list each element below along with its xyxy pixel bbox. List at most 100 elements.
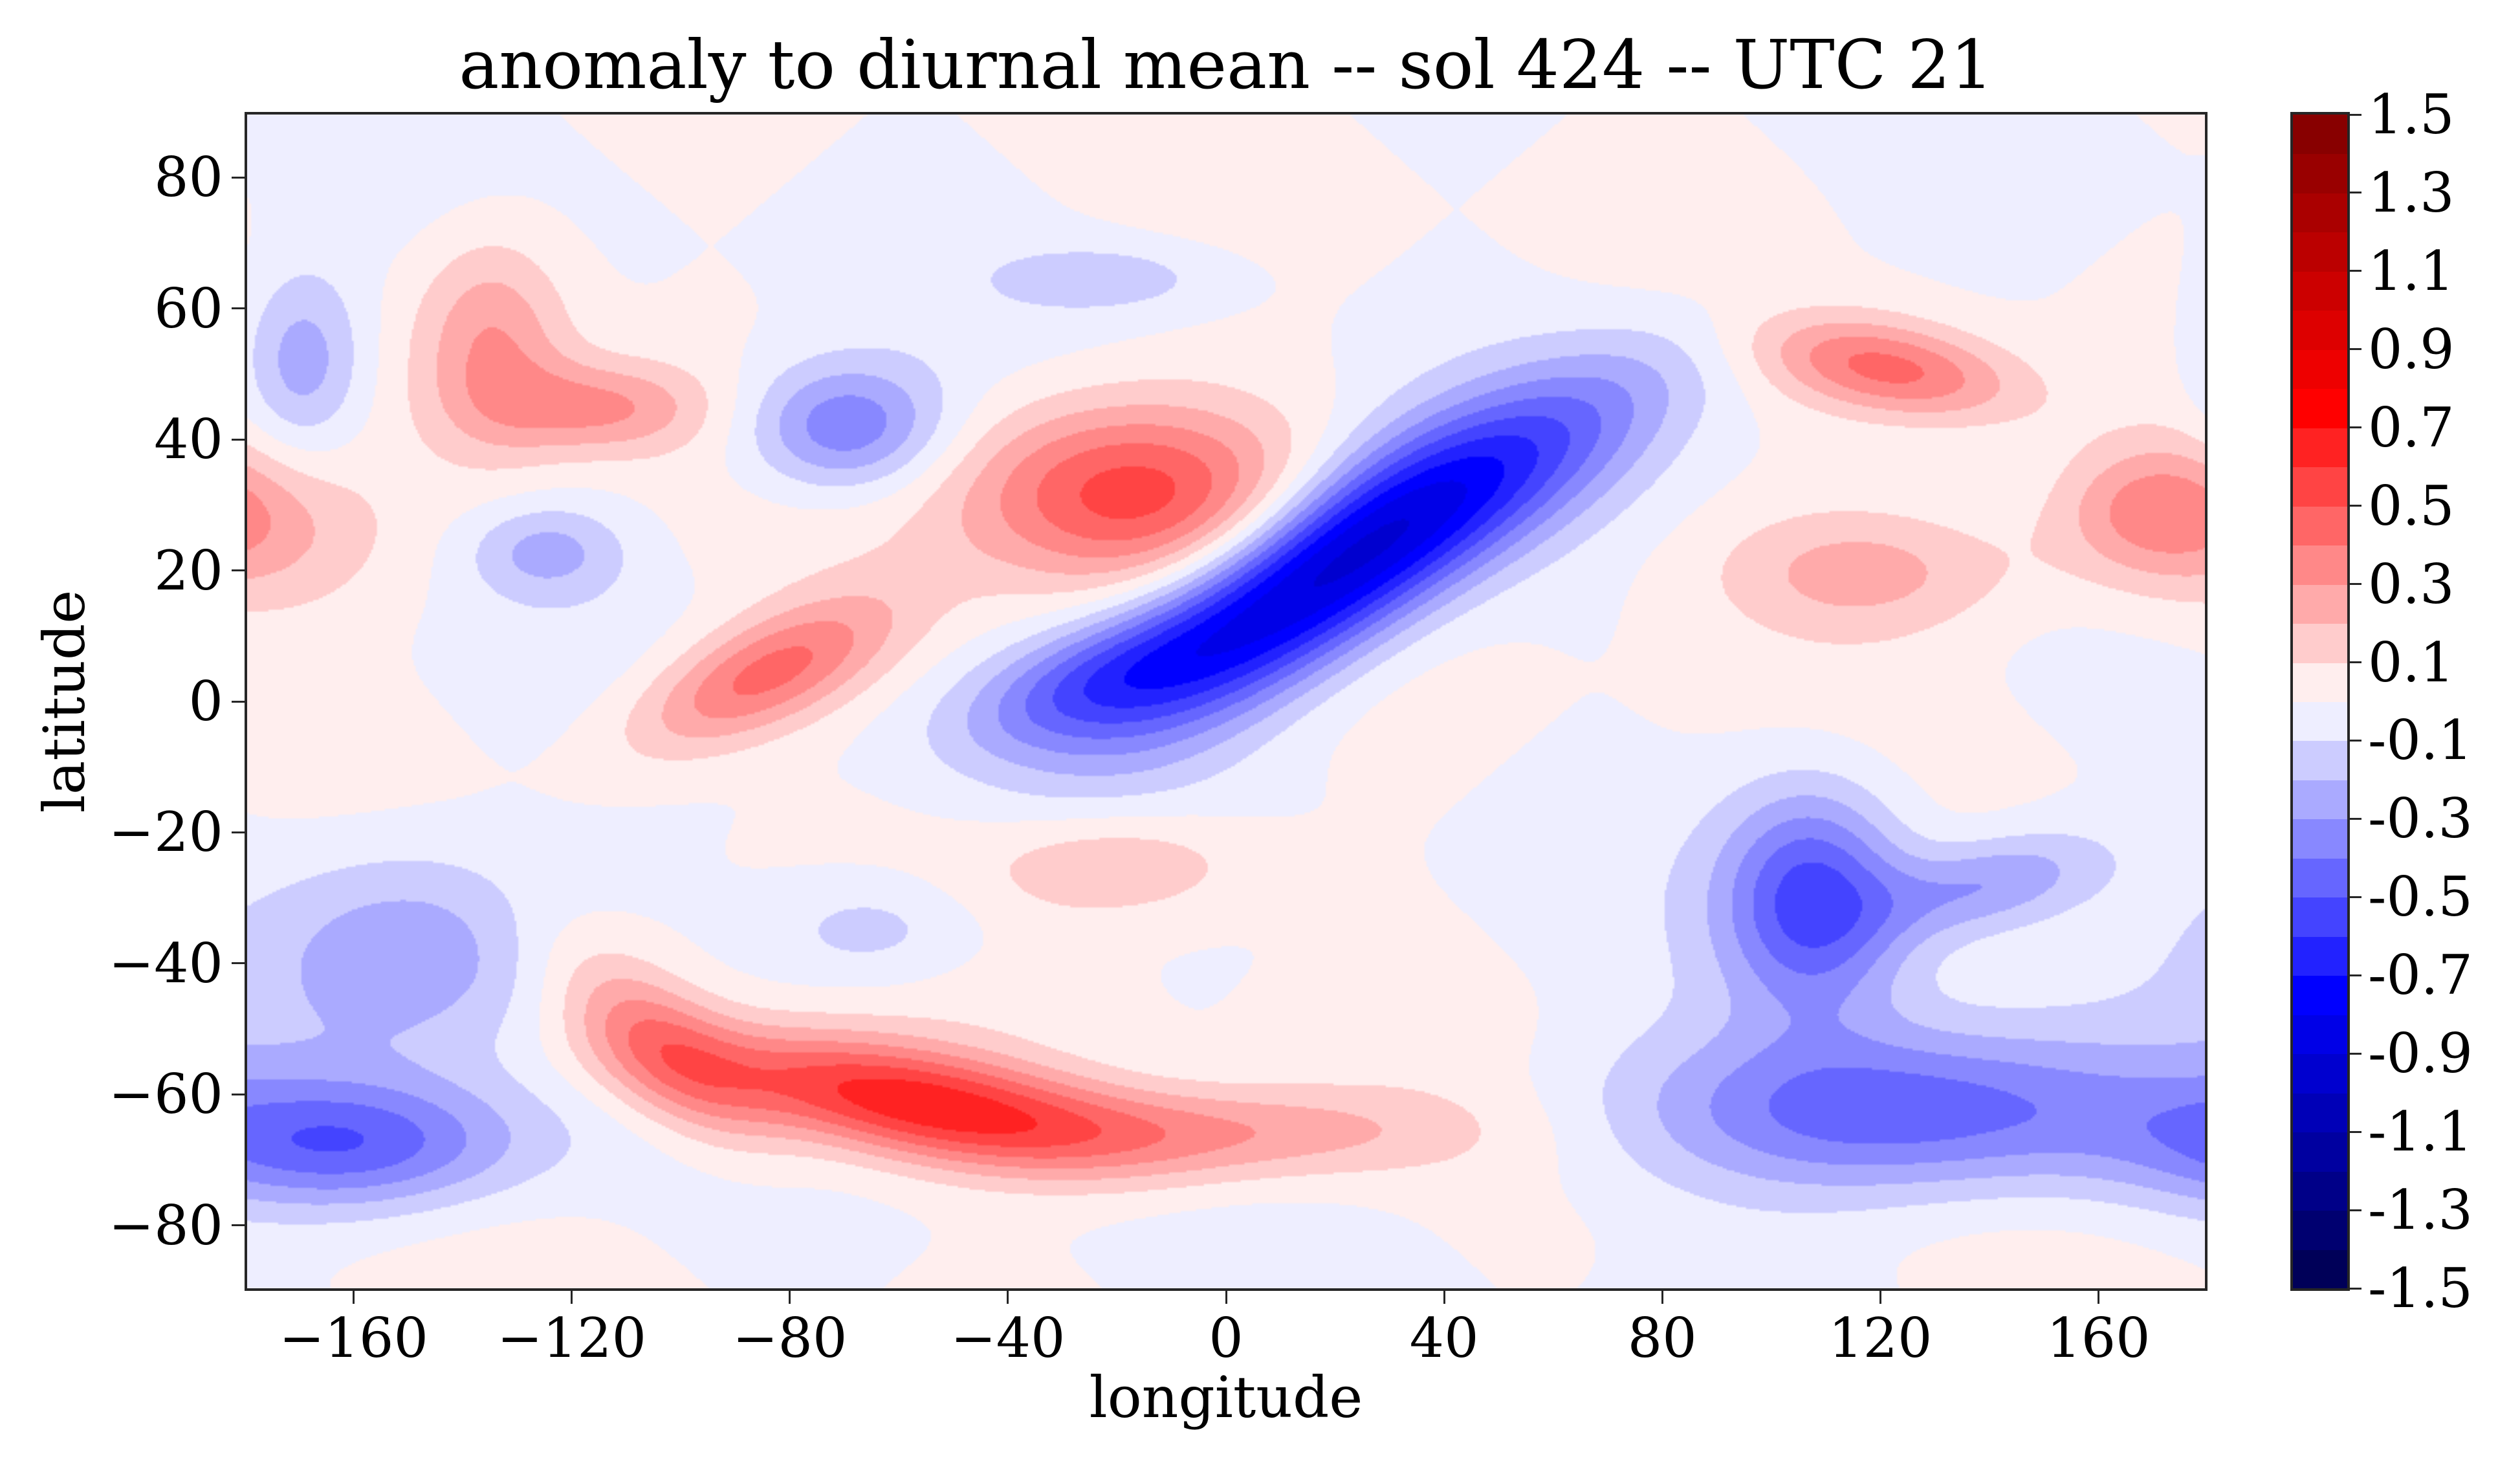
y-axis-label: latitude [31,589,98,813]
colorbar-tick-mark [2350,426,2361,429]
colorbar-band [2293,545,2347,585]
colorbar-band [2293,975,2347,1015]
colorbar-band [2293,1014,2347,1055]
colorbar-band [2293,701,2347,742]
colorbar-band [2293,1092,2347,1133]
colorbar-tick-mark [2350,896,2361,898]
x-tick-label: −160 [279,1306,428,1370]
x-tick-mark [1443,1291,1445,1304]
y-tick-label: 20 [154,538,223,602]
colorbar-tick-label: 1.3 [2368,160,2455,225]
colorbar-band [2293,467,2347,507]
colorbar-band [2293,779,2347,820]
colorbar-tick-mark [2350,1052,2361,1055]
y-tick-mark [232,569,245,572]
y-tick-label: 60 [154,276,223,340]
colorbar-band [2293,270,2347,311]
colorbar-band [2293,153,2347,193]
x-tick-mark [2097,1291,2099,1304]
colorbar-tick-mark [2350,583,2361,586]
x-tick-mark [1661,1291,1663,1304]
x-tick-mark [1007,1291,1009,1304]
colorbar-band [2293,388,2347,428]
colorbar-band [2293,1171,2347,1211]
y-tick-mark [232,307,245,310]
colorbar-band [2293,505,2347,546]
colorbar-tick-label: -0.7 [2368,943,2473,1007]
colorbar-tick-mark [2350,661,2361,664]
y-tick-label: −60 [108,1062,223,1127]
y-tick-label: 80 [154,146,223,210]
colorbar-band [2293,897,2347,937]
colorbar-tick-mark [2350,1287,2361,1290]
x-tick-mark [1879,1291,1881,1304]
colorbar-tick-label: -0.5 [2368,865,2473,929]
colorbar-tick-label: -1.5 [2368,1257,2473,1320]
colorbar-tick-label: 0.1 [2368,630,2455,694]
y-tick-label: 40 [154,408,223,472]
x-tick-mark [789,1291,791,1304]
x-tick-mark [1225,1291,1227,1304]
x-tick-label: 120 [1828,1306,1933,1370]
y-tick-mark [232,700,245,703]
contour-field [247,115,2205,1288]
colorbar-band [2293,192,2347,233]
x-tick-mark [353,1291,355,1304]
colorbar-tick-mark [2350,1130,2361,1133]
y-tick-mark [232,831,245,833]
colorbar-tick-label: -0.3 [2368,787,2473,851]
colorbar-band [2293,115,2347,155]
x-tick-label: 40 [1409,1306,1479,1370]
colorbar-tick-mark [2350,270,2361,272]
colorbar-band [2293,623,2347,663]
y-tick-mark [232,1224,245,1227]
y-tick-label: −40 [108,931,223,995]
x-tick-mark [571,1291,573,1304]
colorbar-band [2293,857,2347,898]
colorbar-band [2293,662,2347,702]
y-tick-mark [232,176,245,179]
colorbar-tick-label: 0.3 [2368,552,2455,616]
colorbar-band [2293,584,2347,624]
colorbar-tick-label: -1.1 [2368,1100,2473,1164]
colorbar-tick-mark [2350,505,2361,507]
x-tick-label: −120 [497,1306,647,1370]
colorbar-band [2293,1053,2347,1094]
colorbar-band [2293,427,2347,468]
colorbar-tick-label: 1.1 [2368,239,2455,303]
colorbar-tick-mark [2350,348,2361,351]
colorbar-tick-mark [2350,192,2361,194]
colorbar-tick-label: -0.9 [2368,1022,2473,1086]
x-tick-label: −80 [732,1306,848,1370]
colorbar-tick-label: -1.3 [2368,1178,2473,1242]
colorbar-tick-mark [2350,739,2361,742]
y-tick-label: −20 [108,800,223,864]
y-tick-mark [232,1093,245,1095]
x-tick-label: 80 [1627,1306,1697,1370]
colorbar [2290,112,2350,1291]
colorbar-band [2293,1132,2347,1172]
y-tick-label: 0 [188,670,223,733]
colorbar-band [2293,232,2347,272]
colorbar-band [2293,310,2347,350]
colorbar-tick-label: -0.1 [2368,709,2473,773]
chart-title: anomaly to diurnal mean -- sol 424 -- UT… [459,25,1993,104]
colorbar-band [2293,819,2347,859]
plot-area [245,112,2208,1291]
x-tick-label: 0 [1209,1306,1244,1370]
x-tick-label: −40 [950,1306,1066,1370]
colorbar-band [2293,349,2347,390]
colorbar-band [2293,936,2347,976]
colorbar-tick-mark [2350,113,2361,116]
y-tick-mark [232,438,245,441]
colorbar-band [2293,1210,2347,1250]
colorbar-tick-mark [2350,817,2361,820]
colorbar-tick-label: 1.5 [2368,83,2455,146]
colorbar-tick-mark [2350,974,2361,976]
colorbar-tick-label: 0.7 [2368,395,2455,459]
colorbar-tick-label: 0.9 [2368,317,2455,381]
colorbar-tick-mark [2350,1209,2361,1211]
y-tick-label: −80 [108,1193,223,1257]
x-tick-label: 160 [2046,1306,2151,1370]
x-axis-label: longitude [1089,1364,1363,1431]
